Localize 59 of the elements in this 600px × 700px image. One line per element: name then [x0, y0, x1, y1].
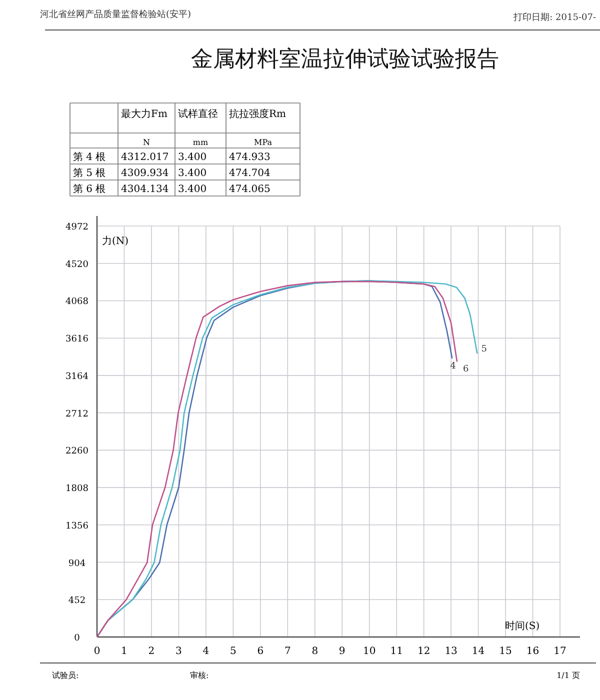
x-tick-label: 8 [312, 646, 318, 657]
x-tick-label: 9 [338, 646, 346, 657]
y-tick-label: 1808 [66, 484, 89, 494]
series-label: 5 [481, 344, 488, 354]
y-tick-label: 452 [68, 596, 86, 606]
y-axis-title: 力(N) [102, 235, 129, 247]
y-tick-label: 3616 [66, 334, 89, 345]
text: N [143, 138, 150, 147]
x-tick-label: 6 [257, 646, 264, 657]
x-tick-label: 10 [362, 646, 376, 657]
text: 3.400 [178, 184, 207, 195]
x-tick-label: 13 [444, 646, 458, 657]
y-tick-label: 2712 [66, 409, 88, 420]
text: 3.400 [178, 168, 207, 179]
text: 4304.134 [121, 184, 169, 195]
text: 474.065 [229, 184, 270, 195]
y-tick-label: 4520 [66, 260, 89, 270]
text: MPa [254, 138, 272, 147]
text: 打印日期: 2015-07- [512, 12, 596, 23]
x-tick-label: 15 [499, 646, 512, 657]
text: 第 6 根 [73, 183, 106, 195]
text: 河北省丝网产品质量监督检验站(安平) [40, 9, 192, 20]
x-tick-label: 14 [472, 646, 485, 657]
text: 审核: [190, 671, 209, 680]
text: 474.704 [229, 168, 270, 179]
x-tick-label: 1 [121, 646, 128, 657]
x-axis-title: 时间(S) [505, 620, 540, 632]
text: 抗拉强度Rm [229, 108, 287, 120]
x-tick-label: 5 [230, 646, 236, 657]
y-tick-label: 4972 [66, 222, 88, 232]
x-tick-label: 3 [176, 646, 182, 657]
text: 4312.017 [121, 152, 169, 163]
series-label: 4 [450, 361, 456, 372]
x-tick-label: 11 [390, 646, 403, 657]
y-tick-label: 3164 [66, 372, 89, 382]
text: mm [192, 138, 208, 147]
text: 1/1 页 [556, 671, 580, 680]
x-tick-label: 7 [284, 646, 291, 657]
text: 试验员: [52, 671, 79, 680]
x-tick-label: 17 [554, 646, 566, 657]
text: 3.400 [178, 152, 207, 163]
text: 4309.934 [121, 168, 169, 179]
series-label: 6 [463, 364, 470, 375]
text: 试样直径 [178, 108, 218, 120]
y-tick-label: 2260 [66, 446, 89, 457]
x-tick-label: 4 [202, 646, 210, 657]
x-tick-label: 2 [148, 646, 155, 657]
x-tick-label: 16 [526, 646, 540, 657]
text: 最大力Fm [121, 108, 168, 120]
y-tick-label: 0 [74, 634, 80, 644]
text: 474.933 [229, 152, 270, 163]
chart-title: 金属材料室温拉伸试验试验报告 [191, 47, 499, 72]
y-tick-label: 4068 [66, 297, 89, 308]
x-tick-label: 0 [94, 646, 100, 657]
text: 第 4 根 [73, 151, 106, 163]
y-tick-label: 1356 [66, 521, 89, 532]
y-tick-label: 904 [68, 558, 86, 569]
x-tick-label: 12 [417, 646, 430, 657]
text: 第 5 根 [73, 167, 106, 179]
